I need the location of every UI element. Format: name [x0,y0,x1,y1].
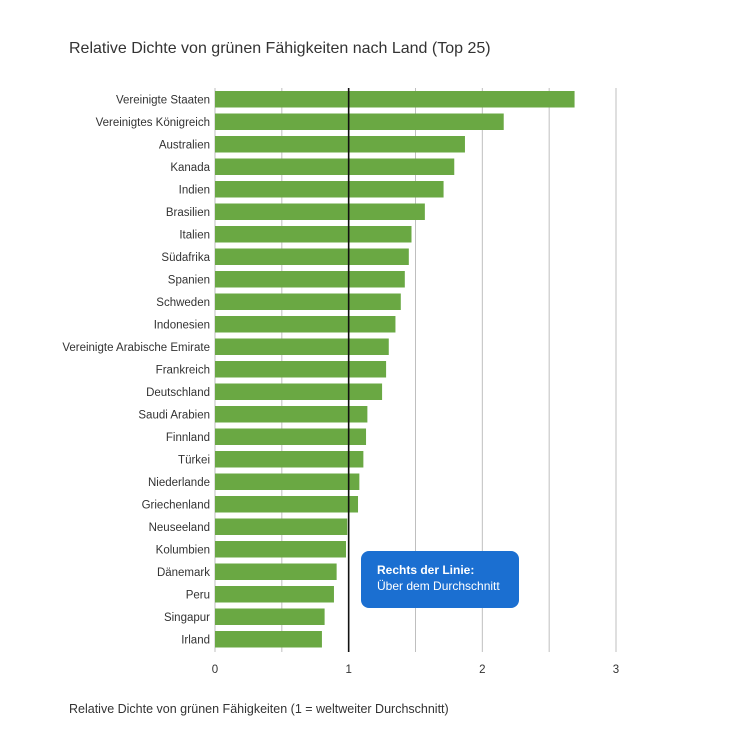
category-label: Indonesien [154,319,210,331]
category-label: Frankreich [156,364,210,376]
x-tick-label: 3 [613,664,619,676]
category-label: Vereinigte Arabische Emirate [62,342,210,354]
category-label: Griechenland [142,499,210,511]
category-label: Deutschland [146,387,210,399]
category-label: Kolumbien [156,544,210,556]
bar [215,293,401,310]
category-label: Niederlande [148,477,210,489]
bar [215,631,322,648]
bar [215,496,359,513]
annotation-title: Rechts der Linie: [377,563,475,577]
category-label: Finnland [166,432,210,444]
category-label: Kanada [170,162,210,174]
bar [215,586,334,603]
bar [215,181,444,198]
bar [215,361,387,378]
bar [215,473,360,490]
bar [215,113,504,130]
bar [215,563,337,580]
category-label: Türkei [178,454,210,466]
annotation-text: Über dem Durchschnitt [377,579,500,593]
x-tick-labels: 0 1 2 3 [212,664,619,676]
bar [215,338,389,355]
category-label: Südafrika [161,252,210,264]
category-label: Spanien [168,274,210,286]
bar [215,451,364,468]
category-labels: Vereinigte Staaten Vereinigtes Königreich… [62,94,210,646]
category-label: Vereinigte Staaten [116,94,210,106]
bar [215,271,405,288]
bar [215,383,383,400]
category-label: Irland [181,634,210,646]
bar [215,541,346,558]
chart-title: Relative Dichte von grünen Fähigkeiten n… [69,40,491,57]
bar [215,136,465,153]
bar [215,518,348,535]
bar [215,226,412,243]
category-label: Neuseeland [149,522,210,534]
bar [215,316,396,333]
category-label: Saudi Arabien [138,409,210,421]
bar [215,91,575,108]
bar [215,608,325,625]
category-label: Dänemark [157,567,210,579]
x-axis-label: Relative Dichte von grünen Fähigkeiten (… [69,702,449,716]
bar [215,203,425,220]
x-tick-label: 1 [345,664,351,676]
category-label: Peru [186,589,210,601]
bars [215,91,575,648]
bar [215,406,368,423]
annotation-callout: Rechts der Linie: Über dem Durchschnitt [361,551,519,608]
bar [215,428,367,445]
category-label: Italien [179,229,210,241]
category-label: Schweden [156,297,210,309]
category-label: Australien [159,139,210,151]
x-tick-label: 0 [212,664,218,676]
category-label: Indien [179,184,210,196]
x-tick-label: 2 [479,664,485,676]
bar [215,248,409,265]
category-label: Brasilien [166,207,210,219]
category-label: Singapur [164,612,210,624]
category-label: Vereinigtes Königreich [96,117,210,129]
bar [215,158,455,175]
